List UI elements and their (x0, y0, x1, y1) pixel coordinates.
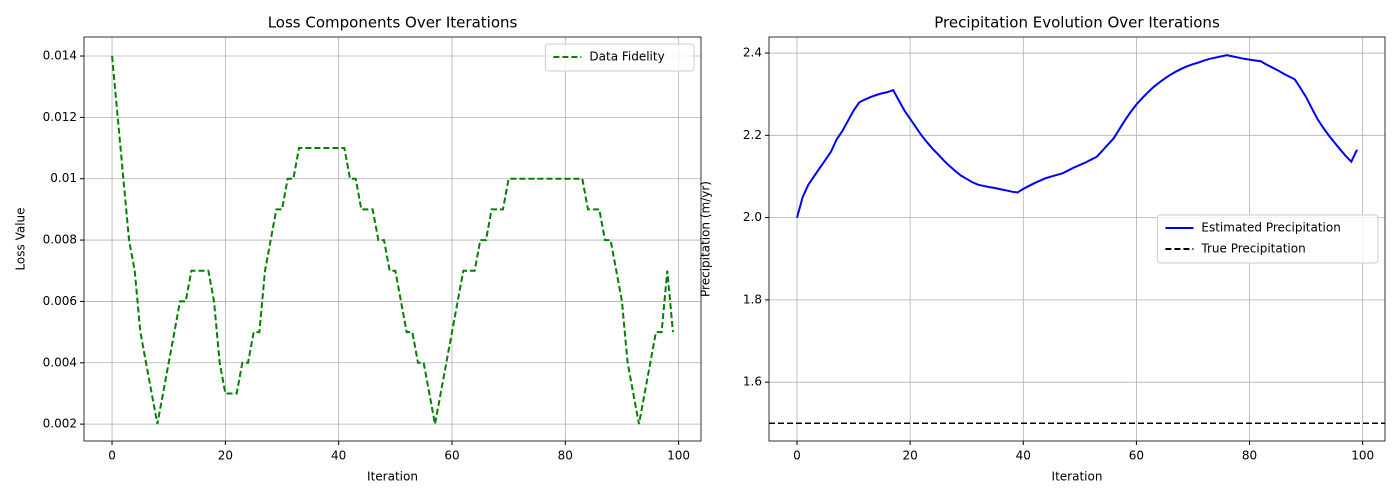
data-line (796, 54, 1358, 218)
y-tick-label: 0.002 (43, 417, 77, 431)
legend-label: Estimated Precipitation (1201, 221, 1340, 235)
x-tick-label: 40 (1016, 449, 1031, 463)
y-tick-label: 0.01 (50, 171, 77, 185)
x-axis-label: Iteration (367, 470, 418, 484)
legend-box (544, 43, 695, 72)
x-tick-label: 40 (331, 449, 346, 463)
data-line (111, 55, 674, 425)
x-tick-label: 80 (1242, 449, 1257, 463)
y-tick-label: 2.0 (743, 210, 762, 224)
y-tick-label: 0.004 (43, 355, 77, 369)
legend-box (1156, 214, 1379, 264)
y-tick-label: 2.2 (743, 128, 762, 142)
x-tick-label: 0 (108, 449, 116, 463)
y-tick-label: 0.014 (43, 49, 77, 63)
y-tick-label: 0.008 (43, 233, 77, 247)
x-tick-label: 20 (218, 449, 233, 463)
legend-label: Data Fidelity (589, 50, 664, 64)
x-tick-label: 60 (444, 449, 459, 463)
x-tick-label: 100 (1351, 449, 1374, 463)
x-tick-label: 60 (1129, 449, 1144, 463)
y-tick-label: 1.6 (743, 375, 762, 389)
legend-label: True Precipitation (1200, 242, 1305, 256)
y-tick-label: 2.4 (743, 46, 762, 60)
axes-frame (83, 36, 702, 442)
x-axis-label: Iteration (1052, 470, 1103, 484)
chart-title: Loss Components Over Iterations (268, 14, 518, 32)
axes-frame (768, 36, 1386, 442)
y-axis-label: Precipitation (m/yr) (699, 181, 713, 297)
x-tick-label: 0 (793, 449, 801, 463)
y-tick-label: 1.8 (743, 292, 762, 306)
y-tick-label: 0.012 (43, 110, 77, 124)
x-tick-label: 20 (902, 449, 917, 463)
y-axis-label: Loss Value (14, 207, 28, 270)
x-tick-label: 100 (667, 449, 690, 463)
y-tick-label: 0.006 (43, 294, 77, 308)
x-tick-label: 80 (558, 449, 573, 463)
chart-title: Precipitation Evolution Over Iterations (934, 14, 1220, 32)
